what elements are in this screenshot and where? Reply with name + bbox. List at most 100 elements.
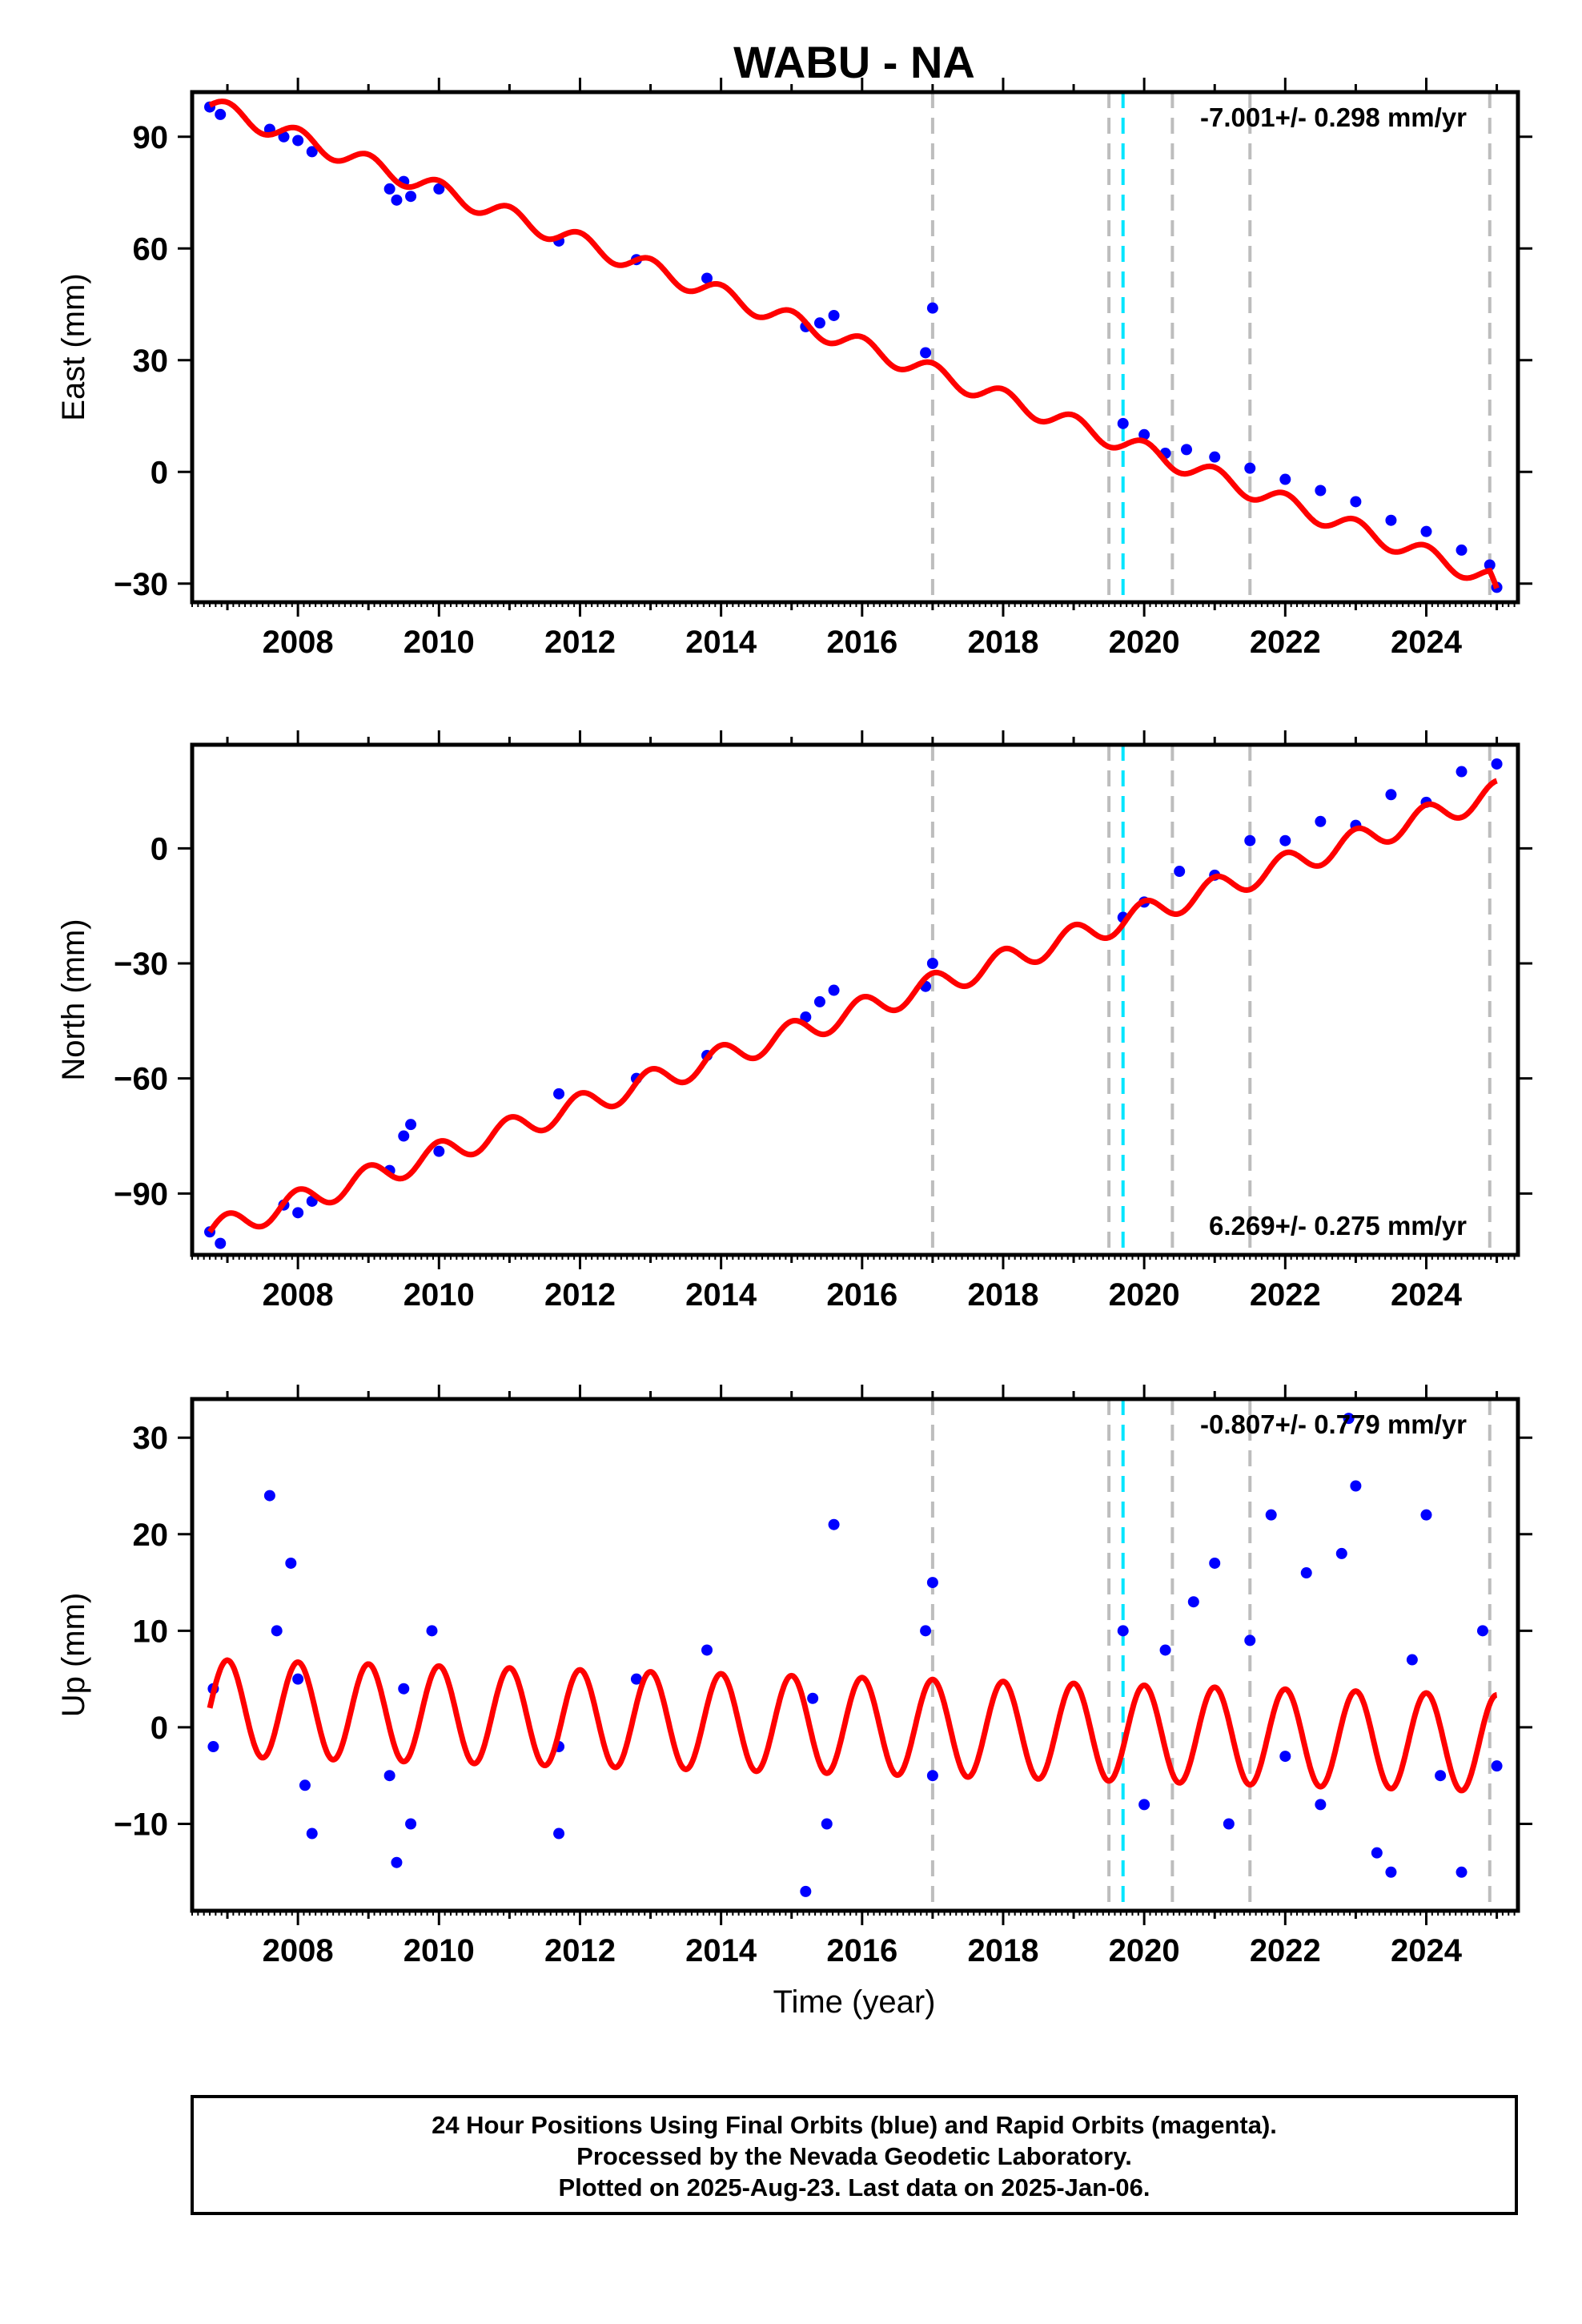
x-tick-label: 2020 <box>1109 625 1180 660</box>
data-point <box>926 1770 938 1782</box>
data-point <box>1159 1644 1171 1656</box>
rate-label: -7.001+/- 0.298 mm/yr <box>1200 103 1467 132</box>
data-point <box>285 1557 297 1569</box>
data-point <box>1279 834 1291 846</box>
x-tick-label: 2008 <box>263 1933 334 1968</box>
data-point <box>1138 1799 1150 1811</box>
data-point <box>800 1011 812 1023</box>
data-point <box>1265 1509 1277 1521</box>
data-point <box>1209 1557 1221 1569</box>
data-point <box>215 1237 227 1249</box>
data-point <box>701 272 713 284</box>
data-point <box>207 1741 219 1753</box>
data-point <box>1315 1799 1327 1811</box>
data-point <box>920 1625 932 1637</box>
data-point <box>1350 496 1362 508</box>
data-point <box>1335 1547 1347 1559</box>
data-point <box>263 1490 275 1502</box>
data-point <box>1435 1770 1447 1782</box>
data-point <box>1491 1760 1503 1772</box>
data-point <box>398 1130 410 1142</box>
data-point <box>433 183 445 195</box>
caption-line-2: Processed by the Nevada Geodetic Laborat… <box>576 2142 1132 2170</box>
data-point <box>1491 758 1503 770</box>
observation-points <box>204 101 1503 593</box>
x-tick-label: 2024 <box>1391 1277 1463 1313</box>
plot-frame <box>190 742 1520 1257</box>
data-point <box>1371 1847 1383 1859</box>
data-point <box>1385 1866 1397 1878</box>
data-point <box>800 1885 812 1897</box>
y-tick-label: −90 <box>114 1176 168 1212</box>
data-point <box>271 1625 283 1637</box>
x-tick-label: 2008 <box>263 1277 334 1313</box>
data-point <box>1484 559 1496 571</box>
data-point <box>1350 1480 1362 1492</box>
data-point <box>1456 766 1468 778</box>
x-tick-label: 2022 <box>1250 1933 1321 1968</box>
plot-area <box>192 92 1518 602</box>
data-point <box>553 1827 565 1839</box>
rate-label: 6.269+/- 0.275 mm/yr <box>1209 1211 1467 1240</box>
data-point <box>405 1119 417 1131</box>
y-tick-label: −30 <box>114 947 168 982</box>
data-point <box>398 1683 410 1695</box>
data-point <box>926 958 938 969</box>
y-tick-label: 0 <box>151 1711 168 1746</box>
data-point <box>278 131 290 143</box>
y-tick-label: −10 <box>114 1807 168 1842</box>
data-point <box>1174 866 1186 878</box>
x-tick-label: 2012 <box>544 1277 616 1313</box>
data-point <box>306 146 318 158</box>
data-point <box>292 135 304 147</box>
data-point <box>299 1779 311 1791</box>
panel-2: −90 −60 −30 0 2008 2010 2012 2014 2016 2018 2020 20… <box>56 730 1532 1313</box>
data-point <box>306 1827 318 1839</box>
chart-title: WABU - NA <box>733 37 975 87</box>
data-point <box>1279 1751 1291 1763</box>
panel-1: −30 0 30 60 90 2008 2010 2012 2014 2016 2018 2020 20… <box>56 78 1532 660</box>
x-tick-label: 2018 <box>967 1933 1038 1968</box>
y-axis-label: North (mm) <box>56 919 91 1080</box>
data-point <box>926 302 938 314</box>
observation-points <box>207 1413 1503 1897</box>
x-axis-label: Time (year) <box>773 1984 936 2020</box>
x-tick-label: 2016 <box>826 1933 897 1968</box>
x-tick-label: 2022 <box>1250 1277 1321 1313</box>
data-point <box>1117 417 1129 429</box>
data-point <box>1456 544 1468 556</box>
data-point <box>1279 473 1291 485</box>
data-point <box>292 1673 304 1685</box>
x-tick-label: 2014 <box>685 1277 757 1313</box>
data-point <box>1187 1596 1199 1608</box>
x-tick-label: 2008 <box>263 625 334 660</box>
caption-box: 24 Hour Positions Using Final Orbits (bl… <box>191 2095 1518 2215</box>
panel-3: −10 0 10 20 30 2008 2010 2012 2014 2016 2018 2020 20… <box>56 1385 1532 1968</box>
data-point <box>1117 1625 1129 1637</box>
x-tick-label: 2022 <box>1250 625 1321 660</box>
data-point <box>1300 1567 1312 1579</box>
caption-line-3: Plotted on 2025-Aug-23. Last data on 202… <box>558 2173 1150 2201</box>
x-tick-label: 2024 <box>1391 625 1463 660</box>
data-point <box>215 108 227 120</box>
data-point <box>821 1818 833 1830</box>
data-point <box>405 191 417 203</box>
data-point <box>1138 428 1150 440</box>
rate-label: -0.807+/- 0.779 mm/yr <box>1200 1409 1467 1439</box>
plot-frame <box>190 1397 1520 1913</box>
data-point <box>1456 1866 1468 1878</box>
data-point <box>1406 1654 1418 1666</box>
y-tick-label: 30 <box>133 344 169 379</box>
x-tick-label: 2014 <box>685 1933 757 1968</box>
data-point <box>1244 834 1256 846</box>
model-curve <box>208 99 1500 589</box>
data-point <box>807 1692 819 1704</box>
y-axis-label: East (mm) <box>56 273 91 420</box>
data-point <box>813 317 825 329</box>
x-tick-label: 2020 <box>1109 1933 1180 1968</box>
x-tick-label: 2014 <box>685 625 757 660</box>
x-tick-label: 2012 <box>544 1933 616 1968</box>
data-point <box>1315 815 1327 827</box>
x-tick-label: 2010 <box>404 1277 475 1313</box>
